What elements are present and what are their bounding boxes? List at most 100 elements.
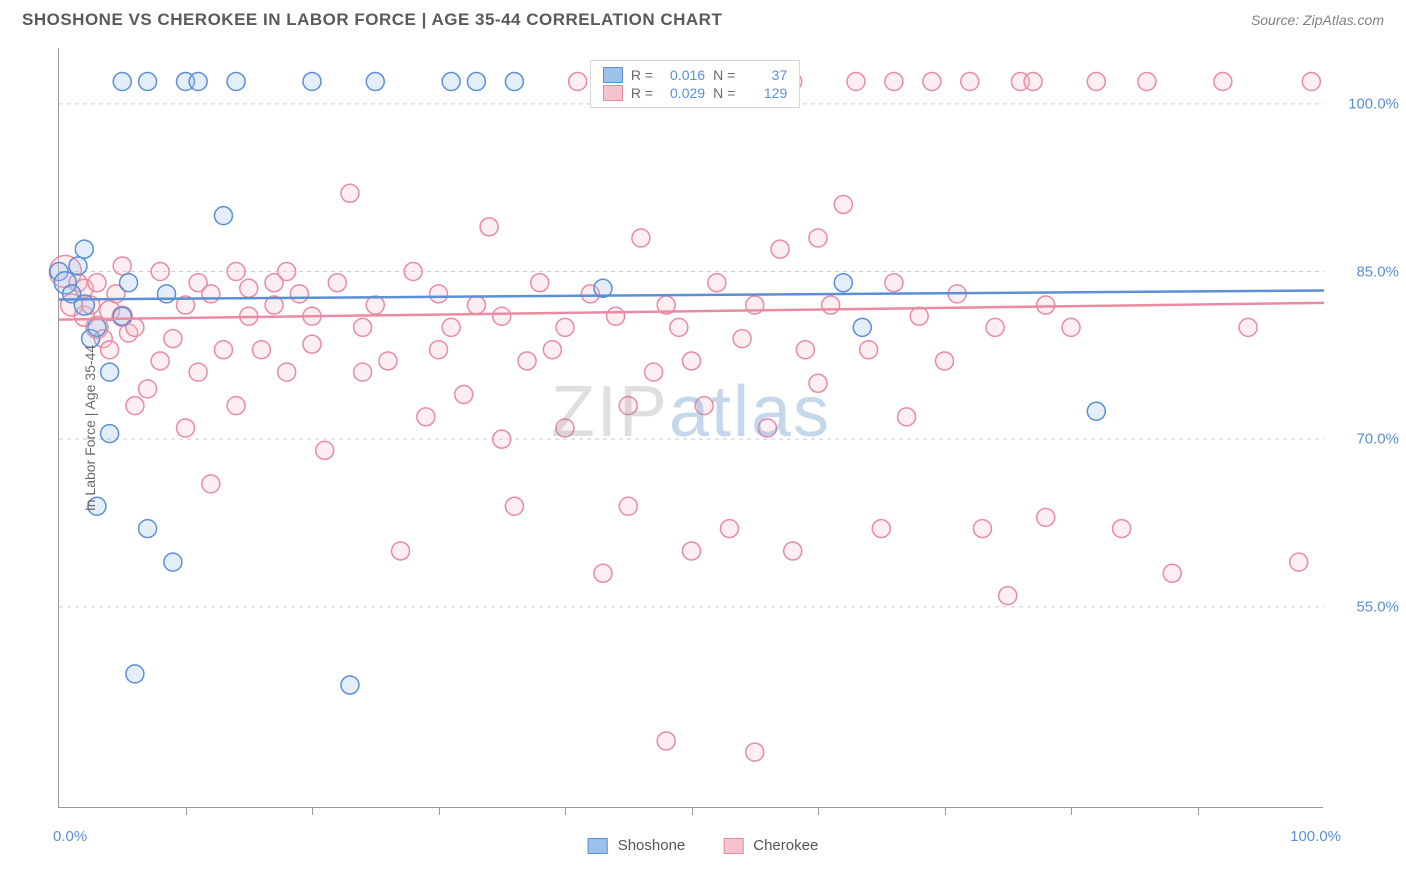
data-point <box>1087 73 1105 91</box>
data-point <box>126 665 144 683</box>
data-point <box>531 274 549 292</box>
data-point <box>809 229 827 247</box>
x-axis-max-label: 100.0% <box>1290 828 1341 845</box>
data-point <box>619 397 637 415</box>
data-point <box>252 341 270 359</box>
n-value: 37 <box>743 67 787 83</box>
data-point <box>126 397 144 415</box>
data-point <box>923 73 941 91</box>
stats-row: R = 0.016 N = 37 <box>603 66 787 84</box>
data-point <box>366 296 384 314</box>
n-label: N = <box>713 85 735 101</box>
data-point <box>214 207 232 225</box>
data-point <box>1113 520 1131 538</box>
legend-label: Cherokee <box>753 837 818 854</box>
data-point <box>303 335 321 353</box>
data-point <box>366 73 384 91</box>
data-point <box>354 363 372 381</box>
data-point <box>158 285 176 303</box>
data-point <box>1037 296 1055 314</box>
data-point <box>101 425 119 443</box>
series-legend: Shoshone Cherokee <box>588 837 819 854</box>
plot-area: ZIPatlas R = 0.016 N = 37 R = 0.029 N = … <box>58 48 1323 808</box>
data-point <box>708 274 726 292</box>
x-tick <box>818 807 819 815</box>
legend-item: Shoshone <box>588 837 686 854</box>
data-point <box>556 318 574 336</box>
data-point <box>657 732 675 750</box>
data-point <box>1214 73 1232 91</box>
data-point <box>619 497 637 515</box>
data-point <box>936 352 954 370</box>
x-tick <box>945 807 946 815</box>
data-point <box>202 475 220 493</box>
data-point <box>75 240 93 258</box>
data-point <box>120 274 138 292</box>
data-point <box>316 441 334 459</box>
data-point <box>1138 73 1156 91</box>
data-point <box>202 285 220 303</box>
data-point <box>771 240 789 258</box>
data-point <box>113 307 131 325</box>
data-point <box>645 363 663 381</box>
x-tick <box>1198 807 1199 815</box>
data-point <box>227 263 245 281</box>
data-point <box>1024 73 1042 91</box>
legend-swatch <box>588 838 608 854</box>
data-point <box>139 73 157 91</box>
data-point <box>594 564 612 582</box>
data-point <box>290 285 308 303</box>
x-tick <box>186 807 187 815</box>
data-point <box>1087 402 1105 420</box>
data-point <box>670 318 688 336</box>
data-point <box>1302 73 1320 91</box>
data-point <box>442 73 460 91</box>
data-point <box>227 397 245 415</box>
data-point <box>354 318 372 336</box>
r-label: R = <box>631 85 653 101</box>
data-point <box>758 419 776 437</box>
data-point <box>733 330 751 348</box>
data-point <box>885 73 903 91</box>
data-point <box>860 341 878 359</box>
data-point <box>607 307 625 325</box>
data-point <box>69 257 87 275</box>
data-point <box>278 263 296 281</box>
source-attribution: Source: ZipAtlas.com <box>1251 12 1384 28</box>
data-point <box>417 408 435 426</box>
data-point <box>164 330 182 348</box>
legend-swatch <box>603 85 623 101</box>
data-point <box>986 318 1004 336</box>
x-tick <box>1071 807 1072 815</box>
r-label: R = <box>631 67 653 83</box>
y-tick-label: 85.0% <box>1356 263 1399 280</box>
data-point <box>543 341 561 359</box>
data-point <box>910 307 928 325</box>
data-point <box>480 218 498 236</box>
y-tick-label: 100.0% <box>1348 95 1399 112</box>
data-point <box>177 419 195 437</box>
data-point <box>164 553 182 571</box>
data-point <box>455 385 473 403</box>
data-point <box>493 430 511 448</box>
data-point <box>189 73 207 91</box>
data-point <box>139 520 157 538</box>
data-point <box>872 520 890 538</box>
data-point <box>88 274 106 292</box>
data-point <box>784 542 802 560</box>
data-point <box>847 73 865 91</box>
data-point <box>341 676 359 694</box>
y-axis-label: In Labor Force | Age 35-44 <box>82 344 98 510</box>
x-tick <box>692 807 693 815</box>
data-point <box>139 380 157 398</box>
data-point <box>809 374 827 392</box>
data-point <box>796 341 814 359</box>
legend-label: Shoshone <box>618 837 686 854</box>
data-point <box>113 257 131 275</box>
x-tick <box>565 807 566 815</box>
data-point <box>240 279 258 297</box>
data-point <box>1239 318 1257 336</box>
stats-legend: R = 0.016 N = 37 R = 0.029 N = 129 <box>590 60 800 108</box>
legend-swatch <box>723 838 743 854</box>
data-point <box>505 497 523 515</box>
